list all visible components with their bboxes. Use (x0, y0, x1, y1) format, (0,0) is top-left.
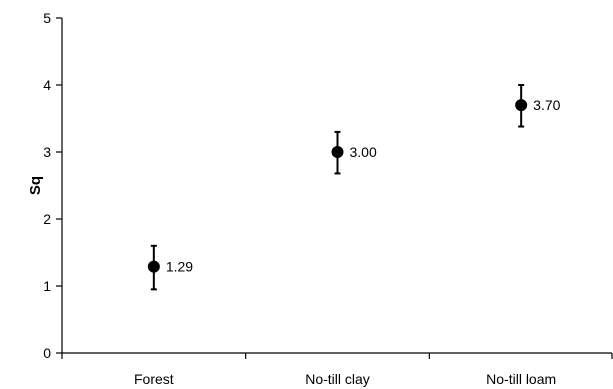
y-tick-label-3: 3 (43, 144, 51, 160)
data-point (147, 260, 160, 273)
data-label: 1.29 (166, 259, 193, 275)
y-tick-label-2: 2 (43, 211, 51, 227)
x-category-label: No-till clay (305, 371, 370, 387)
y-axis: 0 1 2 3 4 5 (43, 10, 63, 361)
x-category-label: Forest (134, 371, 174, 387)
y-tick-label-1: 1 (43, 278, 51, 294)
y-tick-label-4: 4 (43, 77, 51, 93)
data-label: 3.00 (350, 144, 377, 160)
data-point (515, 99, 528, 112)
x-category-label: No-till loam (486, 371, 556, 387)
x-axis: Forest No-till clay No-till loam (61, 352, 613, 387)
data-series: 1.29 3.00 3.70 (147, 84, 561, 291)
data-label: 3.70 (533, 97, 560, 113)
y-tick-label-0: 0 (43, 345, 51, 361)
y-tick-label-5: 5 (43, 10, 51, 26)
y-axis-title: Sq (27, 176, 44, 195)
data-point (331, 146, 344, 158)
